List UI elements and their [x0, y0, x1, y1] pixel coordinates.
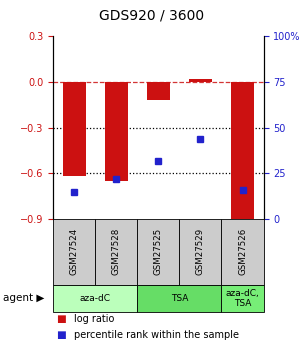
Text: agent ▶: agent ▶ — [3, 294, 45, 303]
Bar — [179, 219, 221, 285]
Bar — [137, 219, 179, 285]
Bar — [221, 285, 264, 312]
Text: GSM27529: GSM27529 — [196, 228, 205, 275]
Text: GSM27526: GSM27526 — [238, 228, 247, 275]
Text: log ratio: log ratio — [74, 314, 115, 324]
Bar — [231, 82, 254, 224]
Bar — [147, 82, 170, 100]
Text: percentile rank within the sample: percentile rank within the sample — [74, 330, 239, 339]
Text: ■: ■ — [56, 314, 66, 324]
Bar — [95, 219, 137, 285]
Bar — [62, 82, 86, 176]
Text: aza-dC: aza-dC — [80, 294, 111, 303]
Bar — [105, 82, 128, 181]
Text: ■: ■ — [56, 330, 66, 339]
Text: GSM27528: GSM27528 — [112, 228, 121, 275]
Text: GSM27524: GSM27524 — [70, 228, 78, 275]
Text: TSA: TSA — [171, 294, 188, 303]
Bar — [53, 219, 95, 285]
Bar — [221, 219, 264, 285]
Bar — [189, 79, 212, 82]
Bar — [53, 285, 137, 312]
Text: aza-dC,
TSA: aza-dC, TSA — [226, 289, 259, 308]
Text: GSM27525: GSM27525 — [154, 228, 163, 275]
Bar — [137, 285, 221, 312]
Text: GDS920 / 3600: GDS920 / 3600 — [99, 9, 204, 22]
